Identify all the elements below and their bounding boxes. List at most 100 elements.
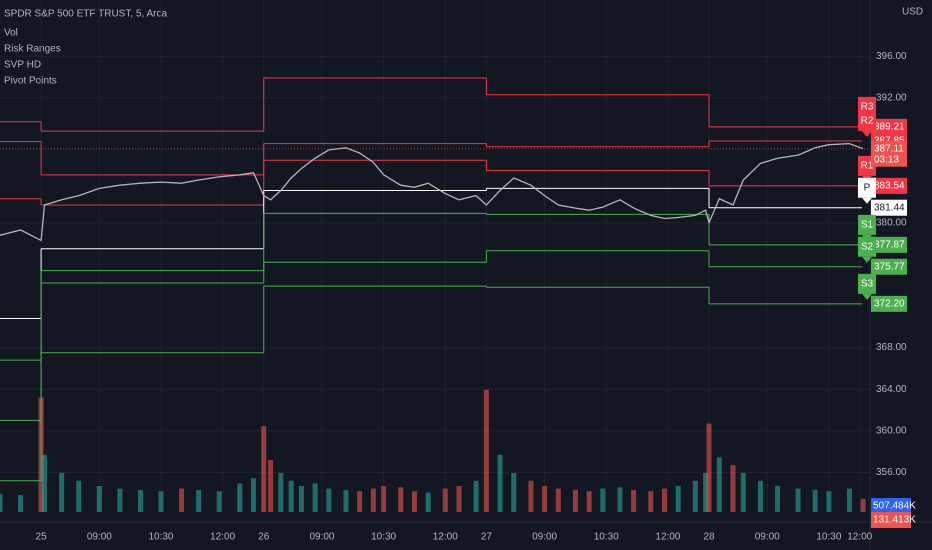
volume-bar	[528, 480, 534, 512]
price-line	[0, 142, 864, 242]
price-label-box	[871, 236, 907, 253]
volume-bar	[278, 473, 284, 512]
y-tick-label: 392.00	[876, 92, 907, 103]
volume-bar	[381, 486, 387, 512]
volume-bar	[0, 493, 3, 512]
pivot-flag-pointer	[862, 131, 872, 138]
x-tick-label: 09:00	[532, 532, 557, 543]
price-label-box	[871, 295, 907, 312]
pivot-flag-pointer	[862, 197, 872, 204]
pivot-name: S2	[861, 241, 874, 252]
last-price-box	[871, 140, 907, 167]
x-tick-label: 28	[703, 532, 715, 543]
volume-bar	[312, 483, 318, 512]
volume-bar	[511, 473, 517, 512]
volume-bar	[555, 488, 561, 512]
volume-bar	[497, 454, 503, 512]
volume-bar	[442, 488, 448, 512]
x-tick-label: 09:00	[309, 532, 334, 543]
y-tick-label: 368.00	[876, 342, 907, 353]
volume-bar	[237, 483, 243, 512]
y-tick-label: 380.00	[876, 217, 907, 228]
pivot-name: S1	[861, 220, 874, 231]
volume-bar	[795, 488, 801, 512]
x-tick-label: 25	[36, 532, 48, 543]
volume-bar	[117, 488, 123, 512]
pivot-flag	[858, 214, 876, 235]
volume-bar	[775, 486, 781, 512]
volume-bar	[411, 491, 417, 512]
x-tick-label: 27	[481, 532, 493, 543]
price-label: 375.77	[874, 261, 905, 272]
pivot-name: S3	[861, 279, 874, 290]
volume-bar	[370, 488, 376, 512]
volume-bar	[572, 489, 578, 512]
volume-bar	[826, 491, 832, 512]
last-price: 387.11	[874, 143, 904, 154]
x-tick-label: 12:00	[433, 532, 458, 543]
pivot-flag-pointer	[862, 293, 872, 300]
indicator[interactable]: Risk Ranges	[4, 44, 61, 55]
pivot-name: R3	[861, 101, 874, 112]
countdown: 03:13	[874, 154, 899, 165]
x-tick-label: 10:30	[594, 532, 619, 543]
price-label: 381.44	[874, 202, 905, 213]
x-tick-label: 10:30	[148, 532, 173, 543]
volume-bar	[158, 491, 164, 512]
y-tick-label: 396.00	[876, 51, 907, 62]
chart-title: SPDR S&P 500 ETF TRUST, 5, Arca	[4, 9, 167, 20]
x-tick-label: 09:00	[755, 532, 780, 543]
volume-bar	[288, 480, 294, 512]
x-tick-label: 26	[258, 532, 270, 543]
pivot-flag	[858, 177, 876, 198]
x-tick-label: 12:00	[210, 532, 235, 543]
volume-bar	[343, 489, 349, 512]
volume-bar	[250, 478, 256, 512]
volume-bar	[216, 491, 222, 512]
indicator[interactable]: SVP HD	[4, 60, 41, 71]
x-tick-label: 10:30	[371, 532, 396, 543]
volume-bar	[661, 488, 667, 512]
volume-bar	[425, 492, 431, 512]
volume-bar	[398, 487, 404, 512]
volume-bar	[860, 498, 866, 512]
volume-bar	[631, 489, 637, 512]
price-label: 389.21	[874, 121, 905, 132]
volume-bar	[586, 491, 592, 512]
pivot-flag	[858, 111, 876, 132]
volume-bar	[76, 480, 82, 512]
price-label: 372.20	[874, 299, 905, 310]
pivot-name: R2	[861, 116, 874, 127]
pivot-name: P	[864, 182, 871, 193]
volume-bar	[18, 495, 24, 512]
volume-label: 131.413K	[873, 515, 916, 526]
currency: USD	[902, 7, 923, 18]
indicator[interactable]: Vol	[4, 28, 18, 39]
x-tick-label: 09:00	[87, 532, 112, 543]
volume-bar	[716, 457, 722, 512]
volume-bar	[617, 487, 623, 512]
volume-bar	[648, 491, 654, 512]
volume-bar	[740, 473, 746, 512]
pivot-flag-pointer	[862, 256, 872, 263]
price-label-box	[871, 118, 907, 135]
volume-bar	[326, 488, 332, 512]
price-label-box	[871, 258, 907, 275]
volume-bar	[59, 473, 65, 512]
y-tick-label: 364.00	[876, 384, 907, 395]
volume-bar	[473, 480, 479, 512]
volume-bar	[600, 488, 606, 512]
volume-bar	[706, 423, 712, 512]
price-label: 383.54	[874, 181, 905, 192]
volume-bar	[96, 486, 102, 512]
volume-bar	[757, 480, 763, 512]
volume-bar	[483, 389, 489, 512]
y-tick-label: 360.00	[876, 425, 907, 436]
pivot-name: R1	[861, 161, 874, 172]
y-tick-label: 356.00	[876, 467, 907, 478]
indicator[interactable]: Pivot Points	[4, 76, 57, 87]
volume-bar	[692, 480, 698, 512]
